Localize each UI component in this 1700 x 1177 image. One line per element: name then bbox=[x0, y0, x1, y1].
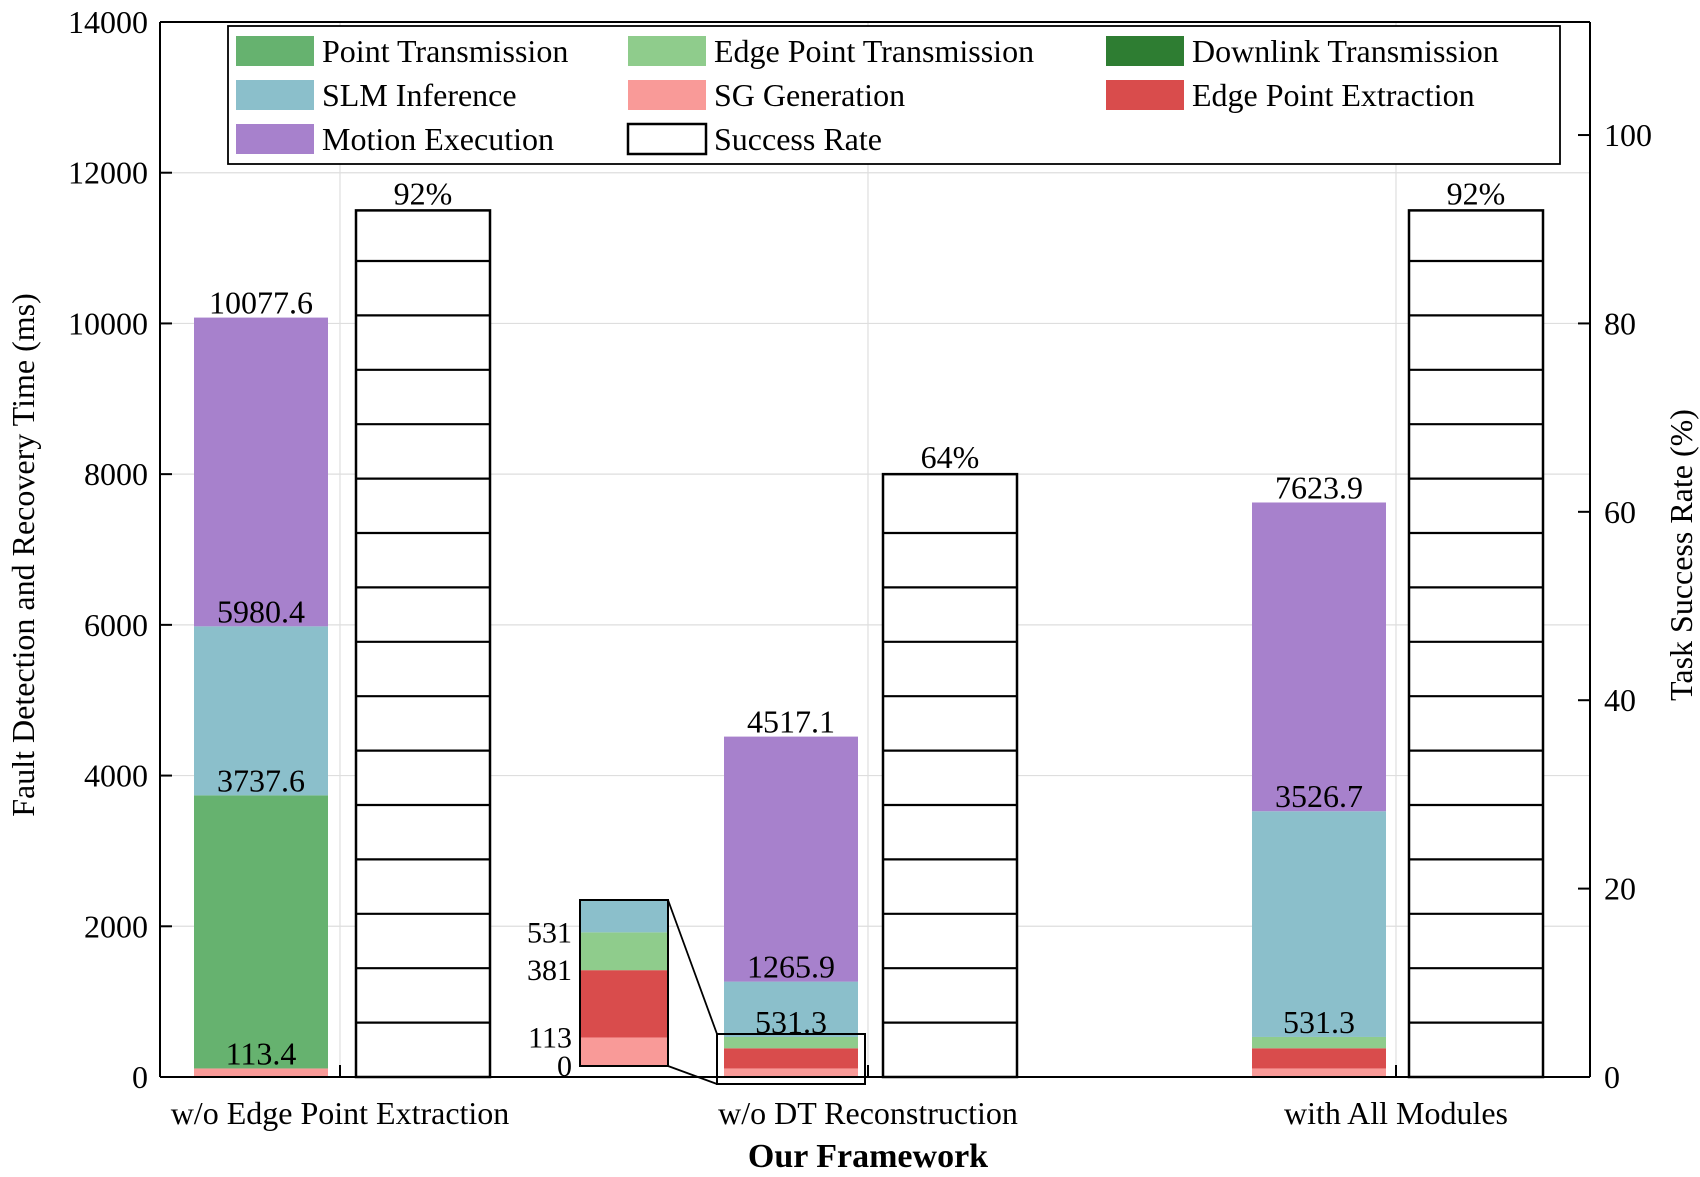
success-rate-label: 92% bbox=[1447, 175, 1506, 211]
bar-slm-inference-w-o-dt-reconstruction bbox=[724, 981, 858, 1037]
legend-box bbox=[227, 25, 1561, 165]
axes-layer: 0 2000 4000 6000 8000 10000 12000 14000 0 20 40 60 8… bbox=[68, 4, 1652, 1131]
legend-swatch-motion-execution bbox=[236, 124, 314, 154]
bar-sg-generation-with-all-modules bbox=[1252, 1068, 1386, 1077]
legend-swatch-edge-point-extraction bbox=[1106, 80, 1184, 110]
legend-swatch-downlink-transmission bbox=[1106, 36, 1184, 66]
y-right-tick-label: 60 bbox=[1604, 494, 1636, 530]
legend-label-slm-inference: SLM Inference bbox=[322, 77, 517, 113]
stack-value-label: 113.4 bbox=[226, 1035, 297, 1071]
legend-swatch-sg-generation bbox=[628, 80, 706, 110]
success-rate-bar-w-o-edge-point-extraction bbox=[354, 209, 492, 1079]
inset-segment-slm-inference bbox=[580, 900, 668, 933]
x-tick-label: w/o Edge Point Extraction bbox=[171, 1095, 510, 1131]
stack-value-label: 3737.6 bbox=[217, 762, 305, 798]
success-rate-bar-with-all-modules bbox=[1407, 209, 1545, 1079]
stack-value-label: 3526.7 bbox=[1275, 778, 1363, 814]
legend-swatch-edge-point-transmission bbox=[628, 36, 706, 66]
success-rate-label: 64% bbox=[921, 439, 980, 475]
y-axis-right-title: Task Success Rate (%) bbox=[1663, 409, 1699, 701]
inset-tick-label: 381 bbox=[527, 954, 572, 987]
x-tick-label: with All Modules bbox=[1284, 1095, 1508, 1131]
inset-frame bbox=[579, 899, 669, 1067]
bar-slm-inference-with-all-modules bbox=[1252, 811, 1386, 1037]
bar-sg-generation-w-o-edge-point-extraction bbox=[194, 1068, 328, 1077]
bar-edge-point-transmission-w-o-dt-reconstruction bbox=[724, 1036, 858, 1049]
bars-layer bbox=[194, 317, 1386, 1077]
x-tick-label: w/o DT Reconstruction bbox=[718, 1095, 1018, 1131]
y-tick-label: 2000 bbox=[84, 908, 148, 944]
bar-slm-inference-w-o-edge-point-extraction bbox=[194, 626, 328, 796]
y-tick-label: 14000 bbox=[68, 4, 148, 40]
bar-point-transmission-w-o-edge-point-extraction bbox=[194, 795, 328, 1069]
y-tick-label: 12000 bbox=[68, 155, 148, 191]
legend-label-sg-generation: SG Generation bbox=[714, 77, 905, 113]
legend-label-point-transmission: Point Transmission bbox=[322, 33, 568, 69]
data-labels-layer: 92% 64% 92% 113.4 3737.6 5980.4 10077.6 531.3 12… bbox=[209, 175, 1505, 1071]
y-tick-label: 4000 bbox=[84, 758, 148, 794]
stack-value-label: 5980.4 bbox=[217, 593, 305, 629]
bar-motion-execution-w-o-dt-reconstruction bbox=[724, 736, 858, 982]
legend-swatch-point-transmission bbox=[236, 36, 314, 66]
inset-tick-label: 0 bbox=[557, 1050, 572, 1083]
bar-edge-point-extraction-with-all-modules bbox=[1252, 1048, 1386, 1069]
inset-tick-label: 113 bbox=[528, 1022, 572, 1055]
success-rate-layer bbox=[354, 209, 1545, 1079]
legend-swatch-slm-inference bbox=[236, 80, 314, 110]
y-right-tick-label: 40 bbox=[1604, 682, 1636, 718]
inset-segment-sg-generation bbox=[580, 1037, 668, 1066]
y-axis-title: Fault Detection and Recovery Time (ms) bbox=[5, 293, 41, 816]
stack-value-label: 4517.1 bbox=[747, 704, 835, 740]
bar-motion-execution-w-o-edge-point-extraction bbox=[194, 317, 328, 627]
y-tick-label: 6000 bbox=[84, 607, 148, 643]
zoom-region-box bbox=[716, 1033, 866, 1085]
y-right-tick-label: 100 bbox=[1604, 117, 1652, 153]
legend-label-edge-point-transmission: Edge Point Transmission bbox=[714, 33, 1034, 69]
stack-value-label: 10077.6 bbox=[209, 285, 313, 321]
legend-label-downlink-transmission: Downlink Transmission bbox=[1192, 33, 1499, 69]
bar-edge-point-extraction-w-o-dt-reconstruction bbox=[724, 1048, 858, 1069]
legend-swatch-success-rate bbox=[626, 122, 708, 156]
y-tick-label: 10000 bbox=[68, 305, 148, 341]
bar-edge-point-transmission-with-all-modules bbox=[1252, 1036, 1386, 1049]
zoom-connector-bottom bbox=[667, 1065, 718, 1085]
bar-sg-generation-w-o-dt-reconstruction bbox=[724, 1068, 858, 1077]
y-right-tick-label: 0 bbox=[1604, 1059, 1620, 1095]
success-rate-label: 92% bbox=[394, 175, 453, 211]
zoom-connector-top bbox=[667, 899, 718, 1035]
legend: Point Transmission Edge Point Transmissio… bbox=[227, 25, 1561, 165]
stack-value-label: 7623.9 bbox=[1275, 469, 1363, 505]
legend-label-edge-point-extraction: Edge Point Extraction bbox=[1192, 77, 1475, 113]
legend-label-success-rate: Success Rate bbox=[714, 121, 882, 157]
inset-segment-edge-point-extraction bbox=[580, 970, 668, 1038]
stack-value-label: 531.3 bbox=[755, 1004, 827, 1040]
y-tick-label: 0 bbox=[132, 1059, 148, 1095]
bar-motion-execution-with-all-modules bbox=[1252, 502, 1386, 812]
legend-label-motion-execution: Motion Execution bbox=[322, 121, 554, 157]
success-rate-bar-w-o-dt-reconstruction bbox=[881, 472, 1019, 1079]
stack-value-label: 531.3 bbox=[1283, 1004, 1355, 1040]
y-right-tick-label: 80 bbox=[1604, 305, 1636, 341]
x-axis-title: Our Framework bbox=[748, 1138, 988, 1175]
y-right-tick-label: 20 bbox=[1604, 871, 1636, 907]
inset-tick-label: 531 bbox=[527, 916, 572, 949]
inset-segment-edge-point-transmission bbox=[580, 932, 668, 971]
stack-value-label: 1265.9 bbox=[747, 949, 835, 985]
y-tick-label: 8000 bbox=[84, 456, 148, 492]
